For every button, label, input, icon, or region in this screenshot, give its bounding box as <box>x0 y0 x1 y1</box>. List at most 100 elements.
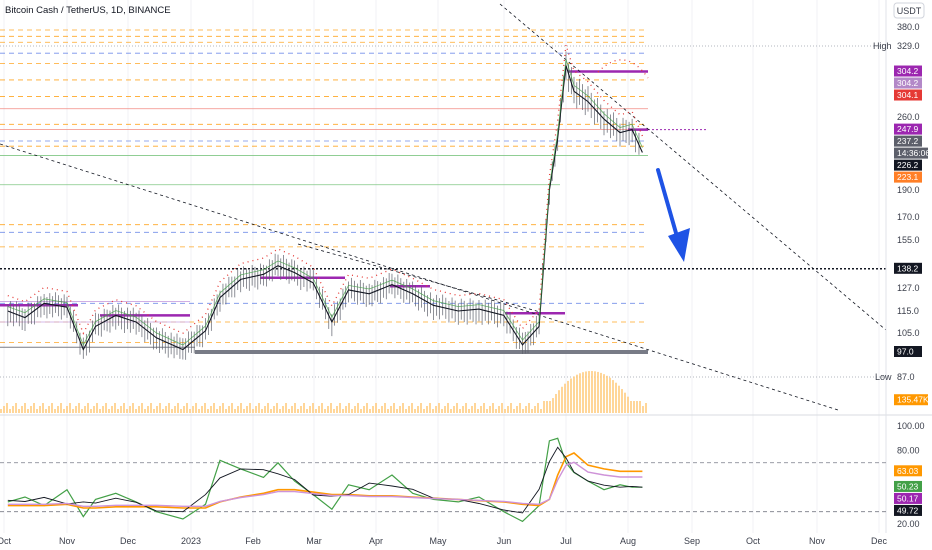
trend-line-upper <box>499 3 887 331</box>
volume-bar <box>396 409 398 413</box>
price-tag-label: 97.0 <box>897 347 914 357</box>
volume-bar <box>42 403 44 413</box>
volume-bar <box>486 409 488 413</box>
volume-bar <box>99 409 101 413</box>
volume-bar <box>9 409 11 413</box>
volume-bar <box>330 403 332 413</box>
price-tag <box>894 171 922 183</box>
volume-bar <box>351 409 353 413</box>
time-axis[interactable]: Oct Nov Dec 2023 Feb Mar Apr May Jun Jul Aug Sep Oct… <box>0 536 887 546</box>
volume-bar <box>132 403 134 413</box>
volume-bar <box>621 389 623 413</box>
volume-bar <box>300 406 302 413</box>
volume-bar <box>180 409 182 413</box>
volume-bar <box>108 409 110 413</box>
volume-bar <box>582 372 584 413</box>
volume-bar <box>441 409 443 413</box>
currency-badge[interactable]: USDT <box>893 2 925 19</box>
volume-bar <box>6 403 8 413</box>
volume-bar <box>30 406 32 413</box>
volume-bar <box>87 403 89 413</box>
y-tick-label: 115.0 <box>897 306 919 316</box>
volume-bar <box>189 409 191 413</box>
volume-bar <box>393 403 395 413</box>
volume-bar <box>540 409 542 413</box>
volume-bar <box>474 403 476 413</box>
volume-bar <box>240 403 242 413</box>
x-tick-label: Apr <box>369 536 383 546</box>
volume-bar <box>168 403 170 413</box>
guide-lines <box>0 29 886 378</box>
volume-bar <box>270 409 272 413</box>
x-tick-label: Jun <box>497 536 512 546</box>
volume-bar <box>303 403 305 413</box>
price-tag-label: 304.2 <box>897 66 919 76</box>
volume-bar <box>564 383 566 413</box>
volume-bar <box>276 403 278 413</box>
volume-bar <box>237 406 239 413</box>
price-axis[interactable]: 380.0 329.0 260.0 190.0 170.0 155.0 127.0 115.0… <box>873 22 920 382</box>
volume-bar <box>525 406 527 413</box>
volume-bar <box>321 403 323 413</box>
volume-bar <box>567 380 569 413</box>
volume-bar <box>513 409 515 413</box>
volume-bar <box>594 371 596 413</box>
volume-bar <box>318 406 320 413</box>
volume-bar <box>414 409 416 413</box>
volume-bar <box>624 392 626 413</box>
volume-bar <box>633 401 635 413</box>
volume-bar <box>603 374 605 413</box>
price-tag-label: 138.2 <box>897 263 919 273</box>
volume-bar <box>324 409 326 413</box>
volume-bar <box>12 406 14 413</box>
osc-value-tag <box>894 492 922 504</box>
volume-bar <box>615 382 617 413</box>
volume-bar <box>438 403 440 413</box>
volume-bar <box>372 406 374 413</box>
volume-bar <box>366 403 368 413</box>
volume-bar <box>408 406 410 413</box>
x-tick-label: Feb <box>245 536 261 546</box>
volume-bar <box>588 371 590 413</box>
volume-bar <box>411 403 413 413</box>
volume-bar <box>471 406 473 413</box>
volume-bar <box>36 409 38 413</box>
price-tag <box>894 394 928 406</box>
volume-bar <box>258 403 260 413</box>
volume-bar <box>60 403 62 413</box>
volume-bar <box>390 406 392 413</box>
horizontal-levels <box>0 70 886 354</box>
osc-value-tag-label: 50.23 <box>897 481 919 491</box>
volume-bar <box>477 409 479 413</box>
volume-bar <box>231 403 233 413</box>
volume-bar <box>384 403 386 413</box>
price-tag <box>894 346 922 357</box>
volume-bar <box>516 406 518 413</box>
volume-bar <box>156 406 158 413</box>
volume-bar <box>285 403 287 413</box>
x-tick-label: Mar <box>306 536 322 546</box>
volume-bar <box>75 406 77 413</box>
volume-bar <box>294 403 296 413</box>
volume-bar <box>27 409 29 413</box>
volume-bar <box>468 409 470 413</box>
price-tags: 304.2 304.2 304.1 247.9 237.2 14:36:06 226.2 22… <box>894 65 930 406</box>
volume-bar <box>84 406 86 413</box>
volume-bar <box>579 373 581 413</box>
low-label: Low <box>875 372 892 382</box>
down-arrow-icon[interactable] <box>656 168 690 262</box>
volume-bar <box>483 403 485 413</box>
volume-bar <box>375 403 377 413</box>
volume-bar <box>327 406 329 413</box>
volume-bar <box>171 409 173 413</box>
oscillator-axis[interactable]: 100.00 80.00 20.00 <box>897 421 925 529</box>
osc-value-tag <box>894 480 922 492</box>
volume-bar <box>198 409 200 413</box>
currency-label: USDT <box>897 6 922 16</box>
volume-bar <box>423 409 425 413</box>
volume-bars <box>0 371 647 413</box>
volume-bar <box>39 406 41 413</box>
volume-bar <box>126 409 128 413</box>
y-tick-label: 329.0 <box>897 41 920 51</box>
